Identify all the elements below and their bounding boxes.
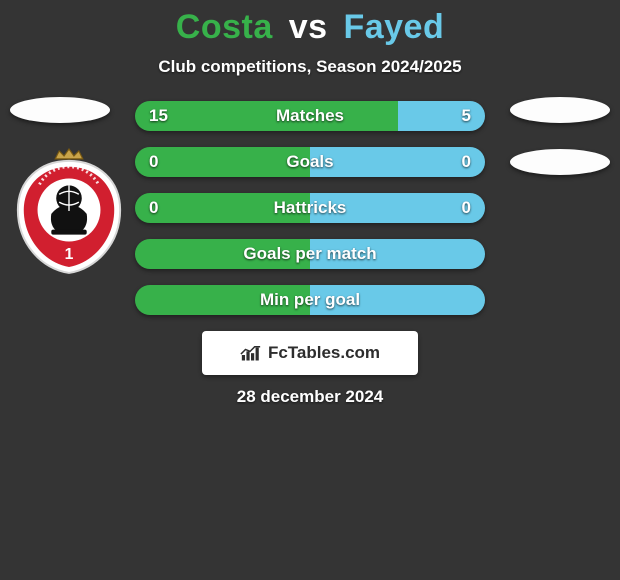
subtitle: Club competitions, Season 2024/2025 bbox=[0, 57, 620, 77]
stat-bar-right bbox=[310, 239, 485, 269]
chart-icon bbox=[240, 344, 262, 362]
stat-bar-left bbox=[135, 101, 398, 131]
title: Costa vs Fayed bbox=[0, 8, 620, 47]
brand-label: FcTables.com bbox=[268, 343, 380, 363]
player2-avatar-placeholder bbox=[510, 97, 610, 123]
stat-bar-right bbox=[310, 147, 485, 177]
player2-name: Fayed bbox=[343, 8, 444, 46]
svg-text:1: 1 bbox=[65, 246, 74, 263]
stat-bar-right-value: 5 bbox=[462, 101, 471, 131]
stat-bar: Matches155 bbox=[135, 101, 485, 131]
stat-bar-right-value: 0 bbox=[462, 147, 471, 177]
stat-bar-right bbox=[310, 193, 485, 223]
stat-bar-right-value: 0 bbox=[462, 193, 471, 223]
stat-bar: Goals per match bbox=[135, 239, 485, 269]
stat-bar: Min per goal bbox=[135, 285, 485, 315]
stat-bar-left-value: 0 bbox=[149, 193, 158, 223]
stat-bar-right bbox=[398, 101, 486, 131]
comparison-card: Costa vs Fayed Club competitions, Season… bbox=[0, 0, 620, 407]
player1-name: Costa bbox=[176, 8, 273, 46]
stat-bar-left bbox=[135, 193, 310, 223]
stat-bar: Hattricks00 bbox=[135, 193, 485, 223]
stat-bar-left bbox=[135, 239, 310, 269]
stat-bar: Goals00 bbox=[135, 147, 485, 177]
stat-bar-left-value: 15 bbox=[149, 101, 168, 131]
club-badge-icon: 1 bbox=[10, 145, 128, 275]
vs-label: vs bbox=[289, 8, 328, 46]
stat-bar-left-value: 0 bbox=[149, 147, 158, 177]
stat-bar-left bbox=[135, 147, 310, 177]
date-label: 28 december 2024 bbox=[0, 387, 620, 407]
brand-badge: FcTables.com bbox=[202, 331, 418, 375]
stat-bar-left bbox=[135, 285, 310, 315]
player1-avatar-placeholder bbox=[10, 97, 110, 123]
stat-bar-right bbox=[310, 285, 485, 315]
comparison-body: 1 Matches155Goals00Hattricks00Goals per … bbox=[0, 101, 620, 315]
stat-bars: Matches155Goals00Hattricks00Goals per ma… bbox=[135, 101, 485, 315]
player2-club-placeholder bbox=[510, 149, 610, 175]
